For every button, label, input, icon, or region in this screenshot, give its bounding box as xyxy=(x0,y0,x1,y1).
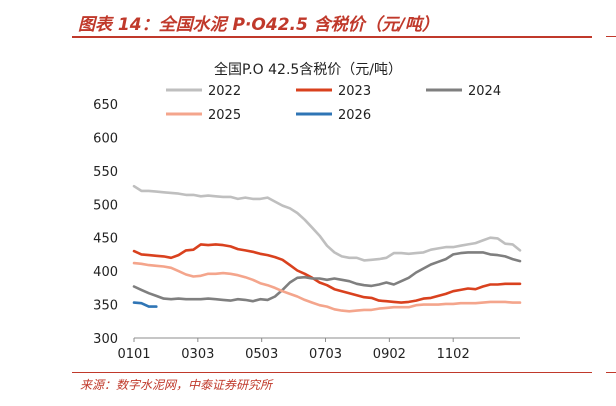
x-tick-label: 0902 xyxy=(373,347,406,362)
y-tick-label: 400 xyxy=(93,265,118,280)
legend-label-2023: 2023 xyxy=(338,84,371,99)
chart-title: 全国P.O 42.5含税价（元/吨） xyxy=(214,61,402,78)
y-tick-label: 350 xyxy=(93,299,118,314)
legend-label-2024: 2024 xyxy=(468,84,501,99)
x-tick-label: 0703 xyxy=(309,347,342,362)
header-rule xyxy=(72,36,592,38)
series-lines xyxy=(132,184,522,313)
x-axis: 0101 0303 0503 0703 0902 1102 xyxy=(117,337,520,362)
x-tick-label: 0101 xyxy=(117,347,150,362)
series-line-2023 xyxy=(132,243,522,304)
series-line-2026 xyxy=(132,301,158,308)
legend-label-2026: 2026 xyxy=(338,108,371,123)
series-line-2022 xyxy=(132,184,522,262)
edge-rule-fragment xyxy=(606,372,616,373)
series-line-2025 xyxy=(132,261,522,313)
y-tick-label: 500 xyxy=(93,198,118,213)
footer-rule xyxy=(72,372,592,373)
y-tick-label: 550 xyxy=(93,165,118,180)
x-tick-label: 1102 xyxy=(437,347,470,362)
y-tick-label: 300 xyxy=(93,332,118,347)
y-tick-label: 650 xyxy=(93,98,118,113)
edge-rule-fragment xyxy=(606,36,616,37)
x-tick-label: 0503 xyxy=(245,347,278,362)
legend-label-2022: 2022 xyxy=(208,84,241,99)
figure-title: 图表 14：全国水泥 P·O42.5 含税价（元/吨） xyxy=(78,15,439,35)
x-tick-label: 0303 xyxy=(181,347,214,362)
legend-label-2025: 2025 xyxy=(208,108,241,123)
series-line-2024 xyxy=(132,251,522,303)
y-tick-label: 450 xyxy=(93,232,118,247)
y-tick-label: 600 xyxy=(93,131,118,146)
source-note: 来源：数字水泥网，中泰证券研究所 xyxy=(80,378,273,392)
figure-header: 图表 14：全国水泥 P·O42.5 含税价（元/吨） xyxy=(72,8,592,38)
legend: 2022 2023 2024 2025 2026 xyxy=(166,84,501,123)
y-axis-ticks: 300 350 400 450 500 550 600 650 xyxy=(93,98,118,347)
